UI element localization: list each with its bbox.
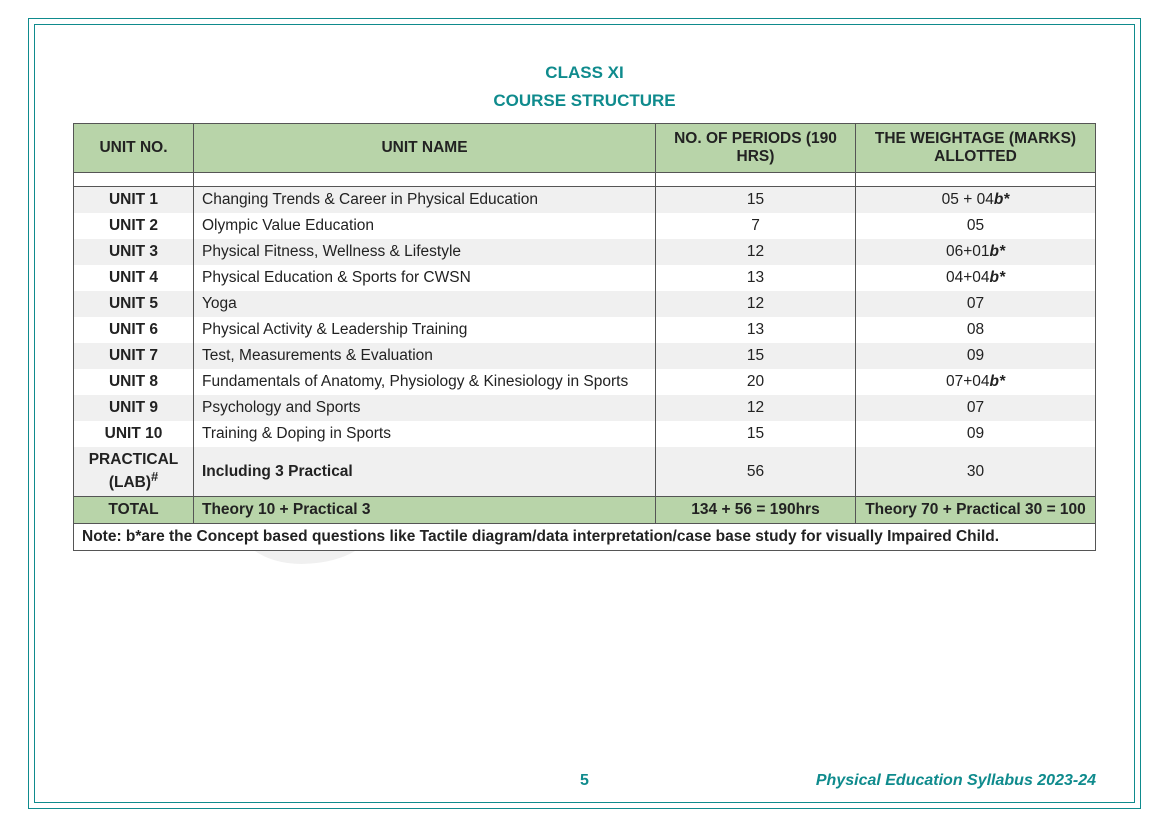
- cell-unit-no: UNIT 3: [74, 239, 194, 265]
- cell-periods: 15: [656, 187, 856, 214]
- cell-periods: 12: [656, 395, 856, 421]
- page-title: CLASS XI: [73, 63, 1096, 83]
- table-row: UNIT 2Olympic Value Education705: [74, 213, 1096, 239]
- header-unit-name: UNIT NAME: [194, 124, 656, 173]
- cell-unit-name: Physical Fitness, Wellness & Lifestyle: [194, 239, 656, 265]
- cell-total-name: Theory 10 + Practical 3: [194, 497, 656, 524]
- cell-practical-periods: 56: [656, 447, 856, 497]
- practical-row: PRACTICAL(LAB)#Including 3 Practical5630: [74, 447, 1096, 497]
- cell-unit-no: UNIT 2: [74, 213, 194, 239]
- table-row: UNIT 3Physical Fitness, Wellness & Lifes…: [74, 239, 1096, 265]
- cell-weightage: 07: [856, 395, 1096, 421]
- cell-weightage: 05 + 04b*: [856, 187, 1096, 214]
- cell-weightage: 07+04b*: [856, 369, 1096, 395]
- footer-syllabus-label: Physical Education Syllabus 2023-24: [816, 772, 1096, 790]
- table-row: UNIT 8Fundamentals of Anatomy, Physiolog…: [74, 369, 1096, 395]
- cell-unit-name: Olympic Value Education: [194, 213, 656, 239]
- course-structure-table: UNIT NO. UNIT NAME NO. OF PERIODS (190 H…: [73, 123, 1096, 551]
- cell-periods: 20: [656, 369, 856, 395]
- cell-unit-no: UNIT 6: [74, 317, 194, 343]
- cell-unit-name: Fundamentals of Anatomy, Physiology & Ki…: [194, 369, 656, 395]
- header-unit-no: UNIT NO.: [74, 124, 194, 173]
- cell-unit-no: UNIT 4: [74, 265, 194, 291]
- cell-unit-name: Training & Doping in Sports: [194, 421, 656, 447]
- table-row: UNIT 6Physical Activity & Leadership Tra…: [74, 317, 1096, 343]
- cell-weightage: 07: [856, 291, 1096, 317]
- table-row: UNIT 10Training & Doping in Sports1509: [74, 421, 1096, 447]
- cell-weightage: 05: [856, 213, 1096, 239]
- header-weightage: THE WEIGHTAGE (MARKS) ALLOTTED: [856, 124, 1096, 173]
- cell-unit-no: UNIT 10: [74, 421, 194, 447]
- table-row: UNIT 4Physical Education & Sports for CW…: [74, 265, 1096, 291]
- cell-practical-label: PRACTICAL(LAB)#: [74, 447, 194, 497]
- cell-total-label: TOTAL: [74, 497, 194, 524]
- table-row: UNIT 7Test, Measurements & Evaluation150…: [74, 343, 1096, 369]
- note-cell: Note: b*are the Concept based questions …: [74, 524, 1096, 551]
- header-periods: NO. OF PERIODS (190 HRS): [656, 124, 856, 173]
- cell-weightage: 09: [856, 421, 1096, 447]
- cell-unit-name: Yoga: [194, 291, 656, 317]
- note-row: Note: b*are the Concept based questions …: [74, 524, 1096, 551]
- table-row: UNIT 1Changing Trends & Career in Physic…: [74, 187, 1096, 214]
- table-body: UNIT 1Changing Trends & Career in Physic…: [74, 173, 1096, 551]
- cell-unit-no: UNIT 5: [74, 291, 194, 317]
- page-subtitle: COURSE STRUCTURE: [73, 91, 1096, 111]
- cell-periods: 15: [656, 343, 856, 369]
- inner-border: CBSE CLASS XI COURSE STRUCTURE UNIT NO. …: [34, 24, 1135, 803]
- cell-periods: 12: [656, 291, 856, 317]
- cell-periods: 7: [656, 213, 856, 239]
- cell-unit-name: Physical Activity & Leadership Training: [194, 317, 656, 343]
- cell-unit-name: Test, Measurements & Evaluation: [194, 343, 656, 369]
- cell-weightage: 06+01b*: [856, 239, 1096, 265]
- table-row: UNIT 5Yoga1207: [74, 291, 1096, 317]
- cell-unit-no: UNIT 9: [74, 395, 194, 421]
- cell-weightage: 04+04b*: [856, 265, 1096, 291]
- page-footer: 5 Physical Education Syllabus 2023-24: [73, 772, 1096, 790]
- cell-total-weightage: Theory 70 + Practical 30 = 100: [856, 497, 1096, 524]
- cell-weightage: 08: [856, 317, 1096, 343]
- content-container: CLASS XI COURSE STRUCTURE UNIT NO. UNIT …: [73, 63, 1096, 551]
- page-number: 5: [580, 772, 589, 790]
- cell-periods: 13: [656, 317, 856, 343]
- cell-weightage: 09: [856, 343, 1096, 369]
- cell-periods: 12: [656, 239, 856, 265]
- cell-practical-name: Including 3 Practical: [194, 447, 656, 497]
- table-row: UNIT 9Psychology and Sports1207: [74, 395, 1096, 421]
- cell-periods: 15: [656, 421, 856, 447]
- cell-total-periods: 134 + 56 = 190hrs: [656, 497, 856, 524]
- cell-unit-no: UNIT 1: [74, 187, 194, 214]
- cell-periods: 13: [656, 265, 856, 291]
- cell-unit-no: UNIT 8: [74, 369, 194, 395]
- table-header-row: UNIT NO. UNIT NAME NO. OF PERIODS (190 H…: [74, 124, 1096, 173]
- cell-unit-name: Changing Trends & Career in Physical Edu…: [194, 187, 656, 214]
- cell-unit-name: Psychology and Sports: [194, 395, 656, 421]
- spacer-row: [74, 173, 1096, 187]
- cell-practical-weightage: 30: [856, 447, 1096, 497]
- total-row: TOTALTheory 10 + Practical 3134 + 56 = 1…: [74, 497, 1096, 524]
- cell-unit-name: Physical Education & Sports for CWSN: [194, 265, 656, 291]
- cell-unit-no: UNIT 7: [74, 343, 194, 369]
